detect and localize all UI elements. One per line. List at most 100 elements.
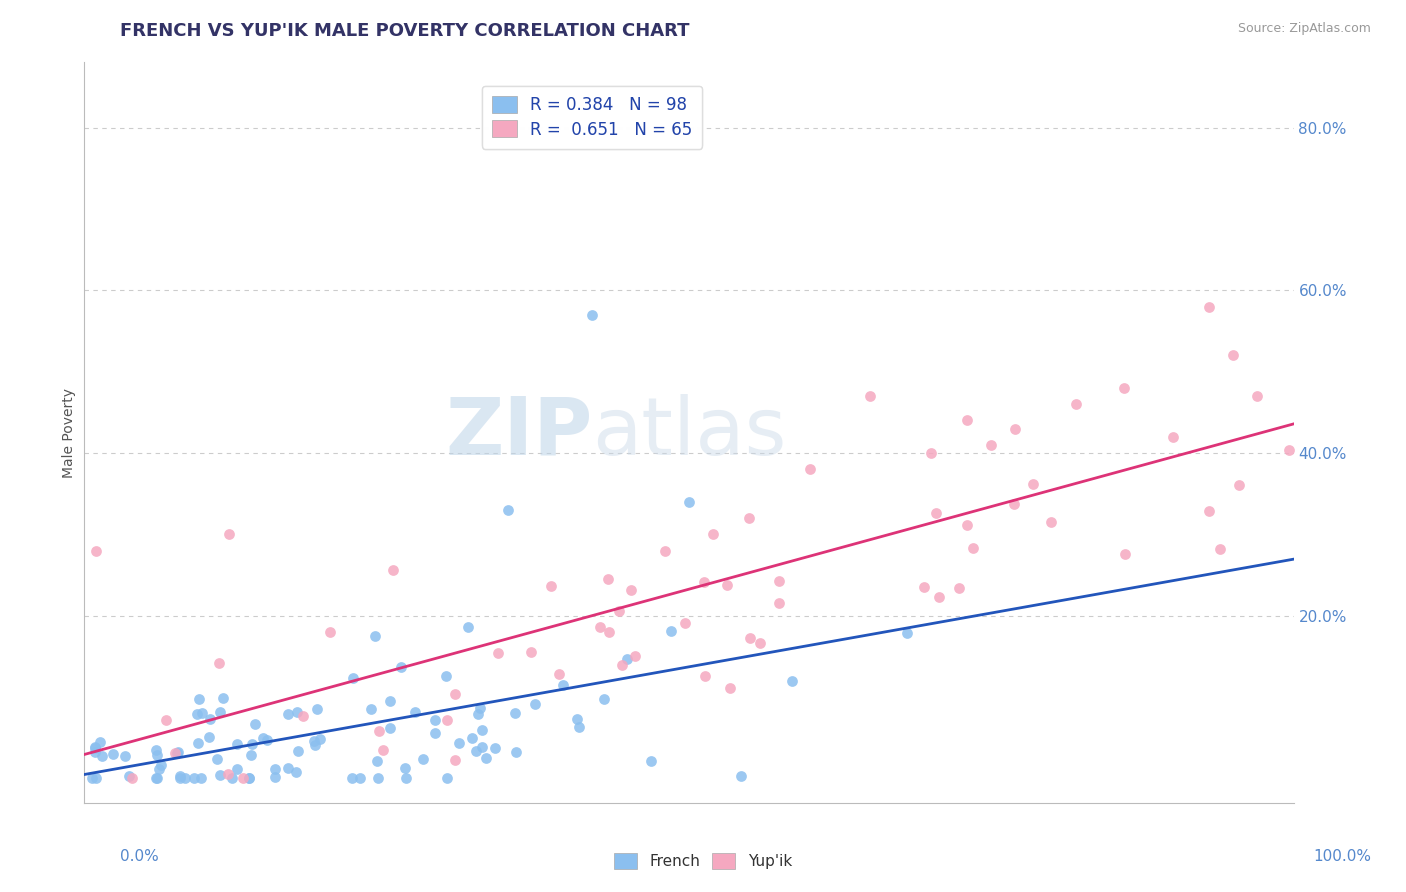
Point [163, 746, 186, 760]
Point [86, 543, 108, 558]
Text: atlas: atlas [592, 393, 786, 472]
Point [1004, 421, 1026, 435]
Point [551, 678, 574, 692]
Point [395, 772, 418, 786]
Point [610, 658, 633, 673]
Point [148, 762, 170, 776]
Point [678, 495, 700, 509]
Text: 0.0%: 0.0% [120, 849, 159, 864]
Point [256, 733, 278, 747]
Point [186, 706, 208, 721]
Point [548, 667, 571, 681]
Point [461, 731, 484, 745]
Point [436, 772, 458, 786]
Point [389, 660, 412, 674]
Point [524, 698, 547, 712]
Point [1278, 442, 1301, 457]
Text: FRENCH VS YUP'IK MALE POVERTY CORRELATION CHART: FRENCH VS YUP'IK MALE POVERTY CORRELATIO… [120, 22, 689, 40]
Point [948, 581, 970, 595]
Point [121, 772, 143, 786]
Point [226, 762, 249, 776]
Point [465, 744, 488, 758]
Point [205, 752, 228, 766]
Point [475, 750, 498, 764]
Point [640, 754, 662, 768]
Point [217, 766, 239, 780]
Point [150, 758, 173, 772]
Point [444, 753, 467, 767]
Point [702, 527, 724, 541]
Point [1246, 389, 1268, 403]
Point [84, 740, 107, 755]
Point [277, 761, 299, 775]
Point [738, 632, 761, 646]
Point [1227, 478, 1250, 492]
Point [434, 669, 457, 683]
Point [169, 769, 191, 783]
Point [654, 543, 676, 558]
Point [568, 720, 591, 734]
Point [91, 748, 114, 763]
Point [309, 732, 332, 747]
Point [484, 741, 506, 756]
Point [101, 747, 124, 761]
Point [366, 754, 388, 768]
Point [1064, 397, 1087, 411]
Point [730, 769, 752, 783]
Point [718, 681, 741, 695]
Point [245, 717, 267, 731]
Point [470, 701, 492, 715]
Point [592, 691, 614, 706]
Point [447, 736, 470, 750]
Point [212, 690, 235, 705]
Point [581, 308, 603, 322]
Point [1222, 348, 1244, 362]
Point [471, 723, 494, 737]
Point [302, 733, 325, 747]
Point [208, 656, 231, 670]
Point [956, 413, 979, 427]
Text: ZIP: ZIP [444, 393, 592, 472]
Point [716, 577, 738, 591]
Point [218, 527, 240, 541]
Point [749, 636, 772, 650]
Point [505, 706, 527, 720]
Point [238, 772, 260, 786]
Point [378, 694, 401, 708]
Y-axis label: Male Poverty: Male Poverty [62, 388, 76, 477]
Point [404, 705, 426, 719]
Point [859, 389, 882, 403]
Point [520, 644, 543, 658]
Point [285, 705, 308, 719]
Point [623, 649, 645, 664]
Point [505, 745, 527, 759]
Point [423, 714, 446, 728]
Point [221, 772, 243, 786]
Point [191, 706, 214, 721]
Point [304, 738, 326, 752]
Point [394, 761, 416, 775]
Point [145, 743, 167, 757]
Point [1198, 504, 1220, 518]
Point [240, 737, 263, 751]
Point [145, 772, 167, 786]
Point [768, 574, 790, 588]
Point [673, 615, 696, 630]
Point [436, 713, 458, 727]
Point [226, 737, 249, 751]
Point [342, 672, 364, 686]
Point [496, 503, 519, 517]
Point [287, 744, 309, 758]
Point [695, 669, 717, 683]
Point [955, 518, 977, 533]
Point [457, 620, 479, 634]
Point [114, 749, 136, 764]
Point [349, 772, 371, 786]
Point [896, 625, 918, 640]
Point [89, 735, 111, 749]
Point [928, 590, 950, 604]
Point [471, 740, 494, 755]
Point [659, 624, 682, 638]
Point [169, 772, 191, 786]
Point [444, 687, 467, 701]
